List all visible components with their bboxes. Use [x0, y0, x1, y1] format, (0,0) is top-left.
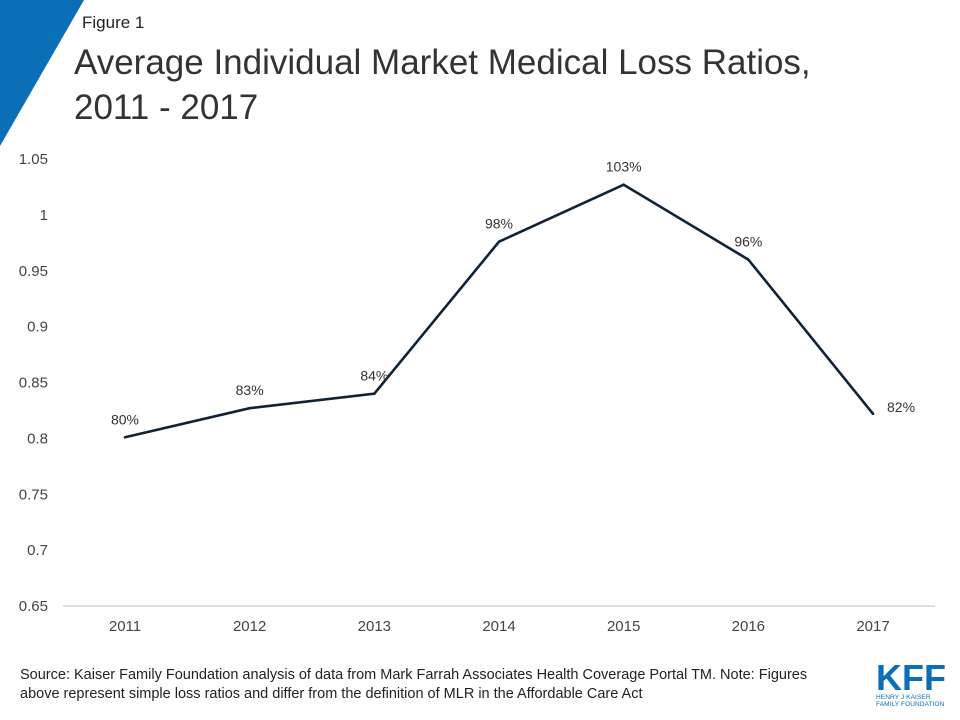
y-tick-label: 0.85 — [19, 375, 48, 392]
y-tick-label: 0.7 — [27, 542, 48, 559]
y-tick-label: 1.05 — [19, 151, 48, 168]
x-tick-label: 2014 — [482, 618, 515, 635]
data-label: 96% — [734, 234, 762, 250]
kff-logo-text: KFF — [876, 659, 946, 693]
kff-logo-subtitle: Henry J Kaiser Family Foundation — [876, 694, 945, 708]
y-tick-label: 0.95 — [19, 263, 48, 280]
y-tick-label: 0.9 — [27, 319, 48, 336]
figure-label: Figure 1 — [82, 13, 145, 32]
y-tick-label: 0.8 — [27, 430, 48, 447]
data-label: 82% — [887, 399, 915, 415]
x-tick-label: 2011 — [109, 618, 141, 635]
data-label: 103% — [606, 159, 642, 175]
data-point — [248, 406, 251, 410]
y-tick-label: 0.75 — [19, 486, 48, 503]
x-tick-label: 2016 — [732, 618, 765, 635]
data-label: 83% — [236, 382, 264, 398]
y-tick-label: 0.65 — [19, 598, 48, 615]
data-label: 98% — [485, 216, 513, 232]
data-point — [871, 412, 875, 416]
y-tick-label: 1 — [40, 207, 48, 224]
data-label: 84% — [360, 368, 388, 384]
kff-logo-mark: KFF — [876, 659, 946, 693]
x-tick-label: 2012 — [233, 618, 266, 635]
data-point — [622, 183, 625, 187]
x-tick-label: 2013 — [358, 618, 391, 635]
line-chart: 0.65 0.7 0.75 0.8 0.85 0.9 0.95 1 1.05 2011 2012 20… — [19, 151, 935, 635]
x-tick-label: 2017 — [856, 618, 889, 635]
kff-logo: KFF Henry J Kaiser Family Foundation — [876, 659, 946, 708]
source-note: Source: Kaiser Family Foundation analysi… — [20, 667, 808, 702]
data-point — [747, 258, 750, 261]
x-tick-label: 2015 — [607, 618, 640, 635]
data-point — [373, 392, 376, 395]
data-point — [497, 240, 501, 243]
corner-accent-shape — [0, 0, 84, 146]
data-label: 80% — [111, 411, 139, 427]
data-point — [123, 435, 127, 439]
chart-title: Average Individual Market Medical Loss R… — [74, 43, 811, 127]
